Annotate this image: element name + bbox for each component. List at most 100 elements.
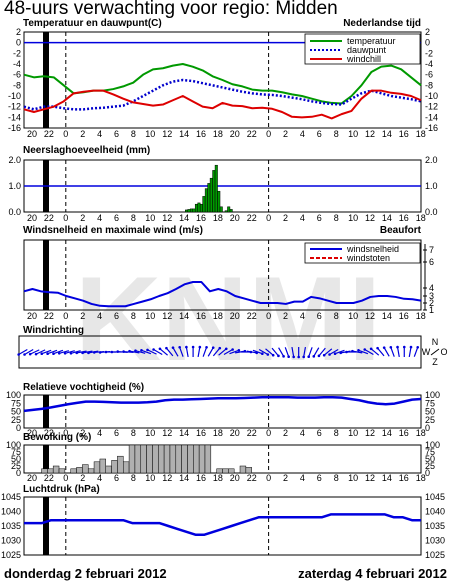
cloud-bar — [82, 464, 89, 474]
cloud-bar — [163, 444, 171, 474]
x-tick-label: 0 — [63, 311, 68, 321]
x-tick-label: 8 — [334, 473, 339, 483]
x-tick-label: 4 — [97, 428, 102, 438]
series-line-dauwpunt — [23, 78, 422, 111]
wind-arrow — [178, 346, 184, 357]
wind-arrow-head — [185, 345, 188, 349]
x-tick-label: 0 — [63, 473, 68, 483]
wind-arrow-head — [351, 349, 354, 353]
y-tick-label: 75 — [11, 447, 21, 457]
series-line-pressure — [24, 513, 421, 536]
x-tick-label: 14 — [179, 129, 189, 139]
wind-arrow-head — [409, 345, 413, 349]
y-tick-label: 0 — [16, 468, 21, 478]
x-tick-label: 18 — [416, 311, 426, 321]
x-tick-label: 18 — [213, 311, 223, 321]
wind-arrow — [134, 349, 146, 354]
wind-arrow — [396, 345, 400, 358]
watermark-text: KNMI — [75, 252, 382, 386]
x-tick-label: 16 — [399, 213, 409, 223]
wind-arrow-shaft — [159, 348, 168, 356]
x-tick-label: 18 — [416, 428, 426, 438]
wind-arrow-head — [211, 346, 215, 349]
y-tick-label: -16 — [8, 123, 21, 133]
x-tick-label: 16 — [399, 428, 409, 438]
y-tick-label-right: -14 — [425, 112, 438, 122]
wind-arrow-shaft — [352, 350, 363, 354]
y-tick-label: 1030 — [1, 536, 21, 546]
x-tick-label: 2 — [283, 213, 288, 223]
cloud-bar — [169, 444, 177, 474]
wind-arrow-shaft — [147, 349, 157, 355]
x-tick-label: 2 — [80, 129, 85, 139]
x-tick-label: 4 — [300, 213, 305, 223]
wind-arrow-shaft — [308, 347, 313, 357]
x-tick-label: 16 — [196, 311, 206, 321]
wind-arrow — [408, 345, 413, 358]
wind-arrow-head — [382, 346, 386, 349]
x-tick-label: 20 — [230, 428, 240, 438]
cloud-bar — [198, 444, 206, 474]
wind-arrow-head — [104, 350, 108, 354]
x-tick-label: 16 — [196, 213, 206, 223]
x-tick-label: 12 — [365, 473, 375, 483]
wind-arrow-shaft — [377, 347, 385, 357]
x-tick-label: 18 — [213, 213, 223, 223]
y-tick-label-right: -6 — [425, 70, 433, 80]
x-tick-label: 2 — [283, 428, 288, 438]
x-tick-label: 22 — [44, 428, 54, 438]
precip-bar — [204, 188, 208, 213]
precip-bar — [217, 190, 221, 213]
x-tick-label: 22 — [44, 129, 54, 139]
precip-bar — [192, 208, 196, 213]
y-tick-label: 100 — [6, 390, 21, 400]
x-tick-label: 10 — [145, 428, 155, 438]
wind-arrow-head — [116, 350, 120, 353]
precip-bar — [199, 203, 203, 213]
wind-arrow-head — [128, 349, 131, 353]
precip-bar — [229, 209, 233, 213]
x-tick-label: 12 — [365, 428, 375, 438]
x-tick-label: 6 — [317, 311, 322, 321]
series-line-windsnelheid — [23, 281, 422, 308]
wind-arrow — [389, 346, 395, 357]
cloud-bar — [123, 461, 130, 474]
wind-arrow-head — [282, 355, 285, 358]
precip-bar — [219, 206, 223, 213]
y-tick-label-right: 50 — [425, 407, 435, 417]
x-tick-label: 4 — [97, 129, 102, 139]
x-tick-label: 12 — [162, 213, 172, 223]
x-tick-label: 16 — [196, 473, 206, 483]
wind-arrow — [23, 348, 34, 356]
x-tick-label: 6 — [114, 473, 119, 483]
page-title: 48-uurs verwachting voor regio: Midden — [4, 0, 338, 19]
y-tick-label: 50 — [11, 454, 21, 464]
wind-arrow-shaft — [258, 348, 269, 356]
x-tick-label: 6 — [114, 311, 119, 321]
y-tick-label: -10 — [8, 91, 21, 101]
wind-arrow-shaft — [370, 348, 380, 356]
beaufort-tick-label: 3 — [429, 291, 434, 301]
wind-arrow-shaft — [223, 348, 233, 356]
x-tick-label: 10 — [348, 473, 358, 483]
x-tick-label: 22 — [44, 311, 54, 321]
wind-arrow-head — [134, 349, 137, 353]
wind-arrow — [223, 348, 234, 356]
wind-arrow-head — [277, 354, 280, 358]
cloud-bar — [105, 465, 112, 474]
y-tick-label: 1.0 — [8, 181, 21, 191]
wind-arrow — [351, 349, 363, 354]
compass-w: W — [422, 347, 431, 357]
wind-arrow-shaft — [396, 346, 400, 358]
y-tick-label-right: -10 — [425, 91, 438, 101]
y-tick-label: 50 — [11, 407, 21, 417]
cloud-bar — [152, 444, 159, 474]
y-tick-label: -2 — [13, 48, 21, 58]
wind-arrow-shaft — [408, 346, 412, 358]
wind-arrow — [165, 346, 174, 357]
wind-arrow — [369, 347, 380, 356]
y-tick-label: -6 — [13, 70, 21, 80]
wind-arrow-head — [297, 355, 300, 359]
x-tick-label: 20 — [230, 213, 240, 223]
